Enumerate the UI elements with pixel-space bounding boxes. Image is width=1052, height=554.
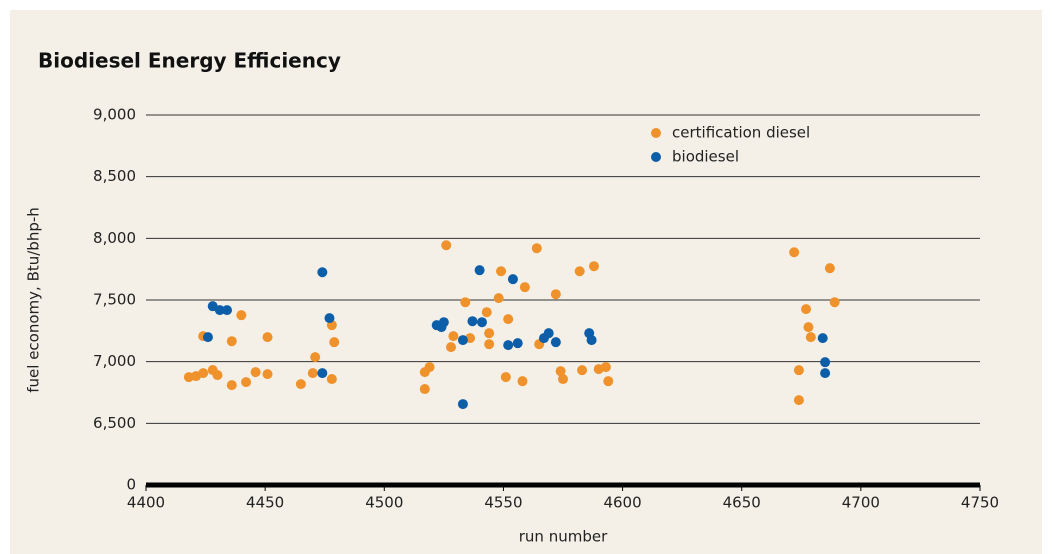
- data-point: [558, 374, 568, 385]
- data-point: [820, 357, 831, 368]
- data-point: [805, 332, 816, 343]
- legend-marker: [651, 152, 661, 162]
- data-point: [493, 293, 504, 304]
- y-tick-label: 6,500: [93, 414, 136, 432]
- data-point: [484, 328, 495, 339]
- data-point: [829, 297, 840, 308]
- data-point: [202, 332, 213, 343]
- data-point: [317, 368, 328, 379]
- legend-label: certification diesel: [672, 124, 810, 142]
- x-tick-label: 4400: [127, 494, 165, 512]
- x-tick-label: 4650: [723, 494, 761, 512]
- data-point: [324, 313, 335, 324]
- chart-title: Biodiesel Energy Efficiency: [38, 49, 341, 73]
- data-point: [307, 368, 318, 379]
- data-point: [295, 379, 306, 390]
- data-point: [212, 370, 223, 381]
- data-point: [457, 399, 468, 410]
- x-tick-label: 4550: [484, 494, 522, 512]
- data-point: [448, 331, 459, 342]
- data-point: [574, 266, 585, 277]
- data-point: [824, 263, 835, 274]
- data-point: [457, 335, 468, 346]
- data-point: [310, 352, 321, 363]
- data-point: [500, 372, 511, 383]
- data-point: [503, 314, 514, 325]
- data-point: [460, 297, 471, 308]
- data-point: [517, 376, 528, 387]
- legend-label: biodiesel: [672, 148, 739, 166]
- y-tick-label: 8,000: [93, 229, 136, 247]
- y-tick-label: 0: [126, 476, 136, 494]
- data-point: [236, 310, 247, 321]
- data-point: [586, 335, 597, 346]
- data-point: [507, 274, 518, 285]
- data-point: [793, 395, 804, 406]
- legend-marker: [651, 128, 661, 138]
- data-point: [793, 365, 804, 376]
- data-point: [326, 374, 337, 385]
- data-point: [600, 362, 611, 373]
- data-point: [789, 247, 800, 258]
- data-point: [555, 366, 566, 377]
- x-tick-label: 4700: [842, 494, 880, 512]
- data-point: [496, 266, 507, 277]
- y-tick-label: 8,500: [93, 167, 136, 185]
- y-tick-label: 7,500: [93, 291, 136, 309]
- data-point: [503, 340, 514, 351]
- data-point: [329, 337, 340, 348]
- data-point: [214, 305, 225, 316]
- x-tick-label: 4600: [603, 494, 641, 512]
- data-point: [222, 305, 233, 316]
- data-point: [250, 367, 261, 378]
- x-tick-label: 4450: [246, 494, 284, 512]
- data-point: [550, 337, 561, 348]
- data-point: [481, 307, 492, 318]
- data-point: [467, 316, 478, 327]
- data-point: [424, 362, 435, 373]
- x-axis-label: run number: [519, 528, 608, 546]
- data-point: [226, 380, 237, 391]
- data-point: [441, 240, 452, 251]
- data-point: [226, 336, 237, 347]
- data-point: [241, 377, 252, 388]
- data-point: [538, 333, 549, 344]
- data-point: [476, 317, 487, 328]
- data-point: [317, 267, 328, 278]
- data-point: [438, 317, 449, 328]
- data-point: [550, 289, 561, 300]
- x-tick-label: 4750: [961, 494, 999, 512]
- y-tick-label: 9,000: [93, 106, 136, 124]
- y-tick-label: 7,000: [93, 352, 136, 370]
- data-point: [588, 261, 599, 272]
- data-point: [803, 322, 814, 333]
- data-point: [262, 332, 273, 343]
- data-point: [419, 384, 430, 395]
- data-point: [262, 369, 273, 380]
- data-point: [817, 333, 828, 344]
- data-point: [474, 265, 485, 276]
- y-axis-label: fuel economy, Btu/bhp-h: [25, 207, 43, 393]
- data-point: [446, 342, 457, 353]
- data-point: [801, 304, 812, 315]
- data-point: [198, 368, 209, 379]
- data-point: [820, 368, 831, 379]
- data-point: [577, 365, 588, 376]
- x-tick-label: 4500: [365, 494, 403, 512]
- data-point: [484, 339, 495, 350]
- data-point: [519, 282, 530, 293]
- background: [10, 10, 1042, 554]
- data-point: [603, 376, 614, 387]
- data-point: [512, 338, 523, 349]
- data-point: [531, 243, 542, 254]
